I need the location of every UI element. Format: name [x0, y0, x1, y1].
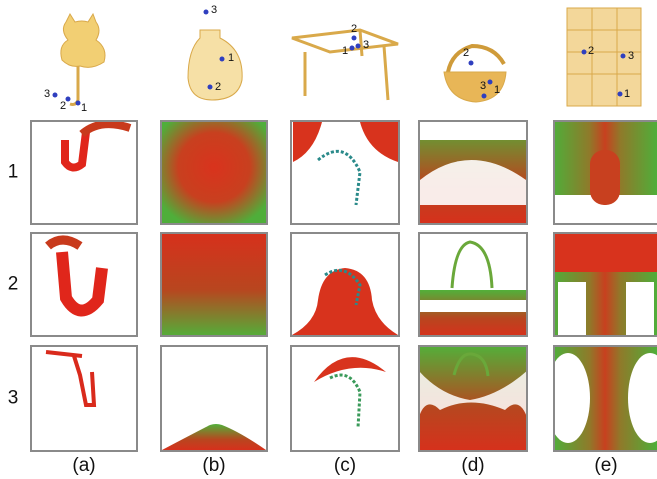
keypoint-label: 3	[44, 88, 50, 100]
keypoint-label: 2	[588, 45, 594, 57]
row-label: 1	[8, 162, 19, 183]
keypoint-label: 2	[215, 81, 221, 93]
keypoint-label: 1	[494, 84, 500, 96]
keypoint-label: 3	[211, 4, 217, 16]
row-label: 3	[8, 388, 19, 409]
column-label: (a)	[72, 455, 95, 476]
keypoint-label: 2	[60, 100, 66, 112]
figure: 321312213213231 123(a)(b)(c)(d)(e)	[0, 0, 657, 479]
keypoint-label: 2	[351, 23, 357, 35]
row-label: 2	[8, 274, 19, 295]
column-label: (c)	[334, 455, 356, 476]
keypoint-label: 2	[463, 47, 469, 59]
keypoint-label: 1	[624, 88, 630, 100]
column-label: (b)	[202, 455, 225, 476]
keypoint-label: 3	[363, 39, 369, 51]
heatmaps	[30, 120, 657, 452]
keypoint-label: 1	[228, 52, 234, 64]
column-label: (e)	[594, 455, 617, 476]
keypoint-label: 3	[628, 50, 634, 62]
keypoint-label: 1	[81, 102, 87, 114]
keypoints	[53, 10, 626, 106]
keypoint-label: 3	[480, 80, 486, 92]
keypoint-label: 1	[342, 45, 348, 57]
column-label: (d)	[461, 455, 484, 476]
